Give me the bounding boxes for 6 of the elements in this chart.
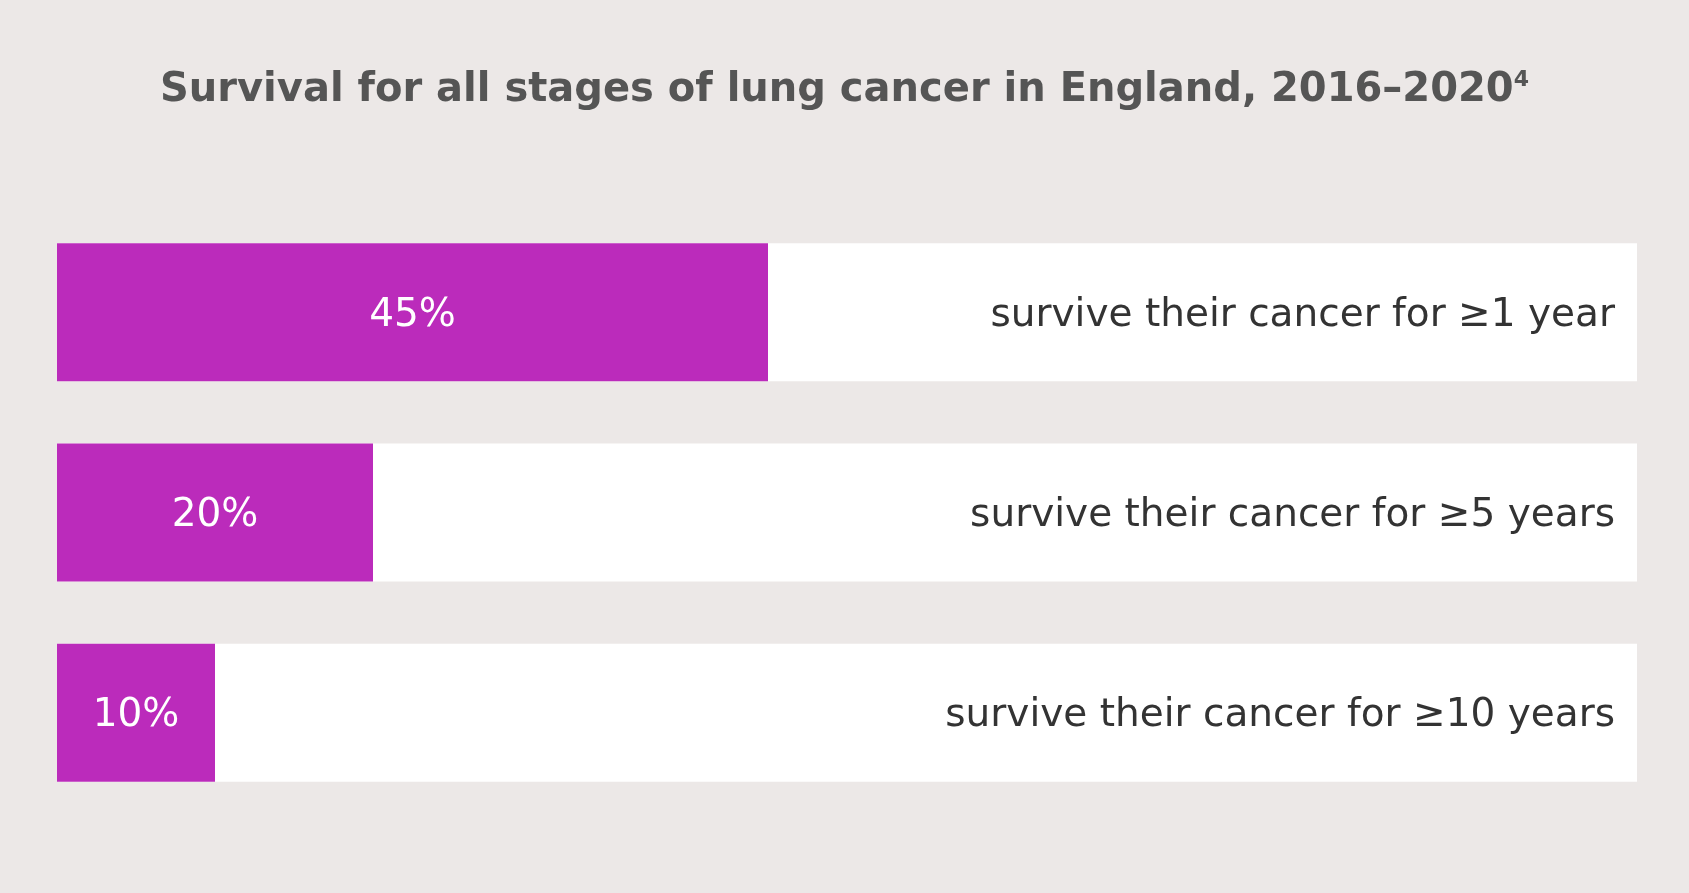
data-label: 45% (369, 289, 456, 335)
data-label: 10% (92, 690, 180, 736)
y-tick-label: survive their cancer for ≥10 years (945, 690, 1615, 736)
y-tick-label: survive their cancer for ≥1 year (990, 289, 1616, 335)
y-tick-label: survive their cancer for ≥5 years (970, 490, 1615, 535)
data-label: 20% (171, 490, 259, 535)
